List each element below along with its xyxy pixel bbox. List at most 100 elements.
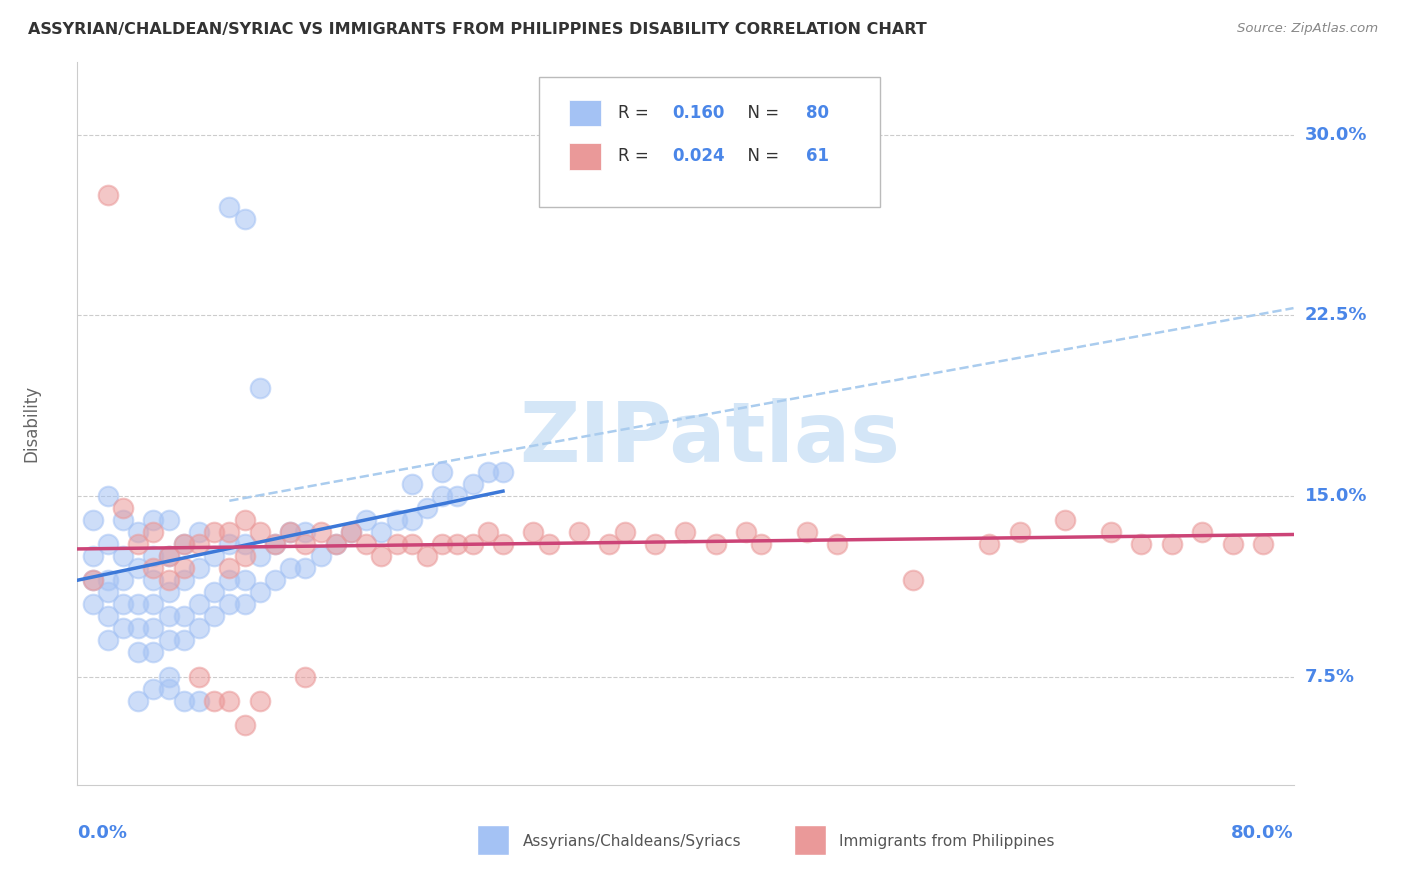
Point [1008, 524, 1031, 539]
Point [173, 537, 195, 551]
Text: 0.024: 0.024 [672, 147, 725, 165]
Point [188, 537, 211, 551]
Text: N =: N = [737, 104, 785, 122]
Point [127, 524, 149, 539]
Point [127, 694, 149, 708]
Point [218, 694, 240, 708]
Point [173, 694, 195, 708]
Point [97, 633, 120, 648]
Point [157, 669, 180, 684]
Text: 80.0%: 80.0% [1230, 824, 1294, 842]
Point [97, 573, 120, 587]
Point [188, 694, 211, 708]
Text: Assyrians/Chaldeans/Syriacs: Assyrians/Chaldeans/Syriacs [523, 834, 741, 849]
Point [675, 524, 697, 539]
Point [461, 537, 484, 551]
Point [1054, 513, 1077, 527]
Point [461, 476, 484, 491]
Point [82, 513, 104, 527]
Point [233, 549, 256, 564]
Point [294, 669, 316, 684]
Point [446, 537, 468, 551]
Point [111, 549, 134, 564]
Point [568, 524, 591, 539]
Text: N =: N = [737, 147, 785, 165]
Point [97, 537, 120, 551]
Point [598, 537, 620, 551]
Point [325, 537, 347, 551]
Point [1161, 537, 1184, 551]
Point [97, 489, 120, 503]
Point [218, 524, 240, 539]
Point [354, 513, 377, 527]
FancyBboxPatch shape [568, 143, 600, 169]
Point [309, 549, 332, 564]
Point [370, 549, 392, 564]
Point [430, 489, 453, 503]
Point [82, 573, 104, 587]
Point [446, 489, 468, 503]
Point [644, 537, 666, 551]
Point [127, 537, 149, 551]
Text: 80: 80 [807, 104, 830, 122]
Point [188, 669, 211, 684]
Point [233, 211, 256, 226]
Point [202, 609, 225, 624]
Point [142, 524, 165, 539]
Text: ZIPatlas: ZIPatlas [519, 398, 900, 479]
FancyBboxPatch shape [793, 825, 825, 855]
Point [127, 561, 149, 575]
Point [111, 513, 134, 527]
Point [202, 585, 225, 599]
Point [522, 524, 544, 539]
Point [202, 524, 225, 539]
Point [157, 573, 180, 587]
Text: Immigrants from Philippines: Immigrants from Philippines [839, 834, 1054, 849]
Point [142, 561, 165, 575]
Point [492, 465, 515, 479]
Point [1130, 537, 1153, 551]
Point [188, 524, 211, 539]
Point [249, 694, 271, 708]
Point [492, 537, 515, 551]
Point [309, 524, 332, 539]
Point [97, 609, 120, 624]
Point [1222, 537, 1244, 551]
Point [111, 621, 134, 635]
Point [97, 187, 120, 202]
Point [82, 549, 104, 564]
Point [416, 549, 439, 564]
Point [416, 501, 439, 516]
Text: 15.0%: 15.0% [1305, 487, 1367, 505]
Point [218, 537, 240, 551]
Point [218, 561, 240, 575]
Point [1251, 537, 1274, 551]
Point [142, 646, 165, 660]
Point [249, 524, 271, 539]
Point [385, 537, 408, 551]
Point [294, 561, 316, 575]
Point [370, 524, 392, 539]
Point [340, 524, 363, 539]
Point [173, 609, 195, 624]
Point [233, 598, 256, 612]
Point [294, 537, 316, 551]
Point [142, 598, 165, 612]
Point [157, 513, 180, 527]
Point [751, 537, 773, 551]
Point [827, 537, 849, 551]
Point [188, 621, 211, 635]
Point [188, 598, 211, 612]
Point [157, 609, 180, 624]
Point [218, 200, 240, 214]
Point [979, 537, 1001, 551]
Point [249, 585, 271, 599]
Point [82, 598, 104, 612]
Text: Disability: Disability [22, 385, 41, 462]
Point [188, 561, 211, 575]
FancyBboxPatch shape [478, 825, 509, 855]
Point [97, 585, 120, 599]
Point [157, 681, 180, 696]
Point [142, 681, 165, 696]
Point [173, 633, 195, 648]
